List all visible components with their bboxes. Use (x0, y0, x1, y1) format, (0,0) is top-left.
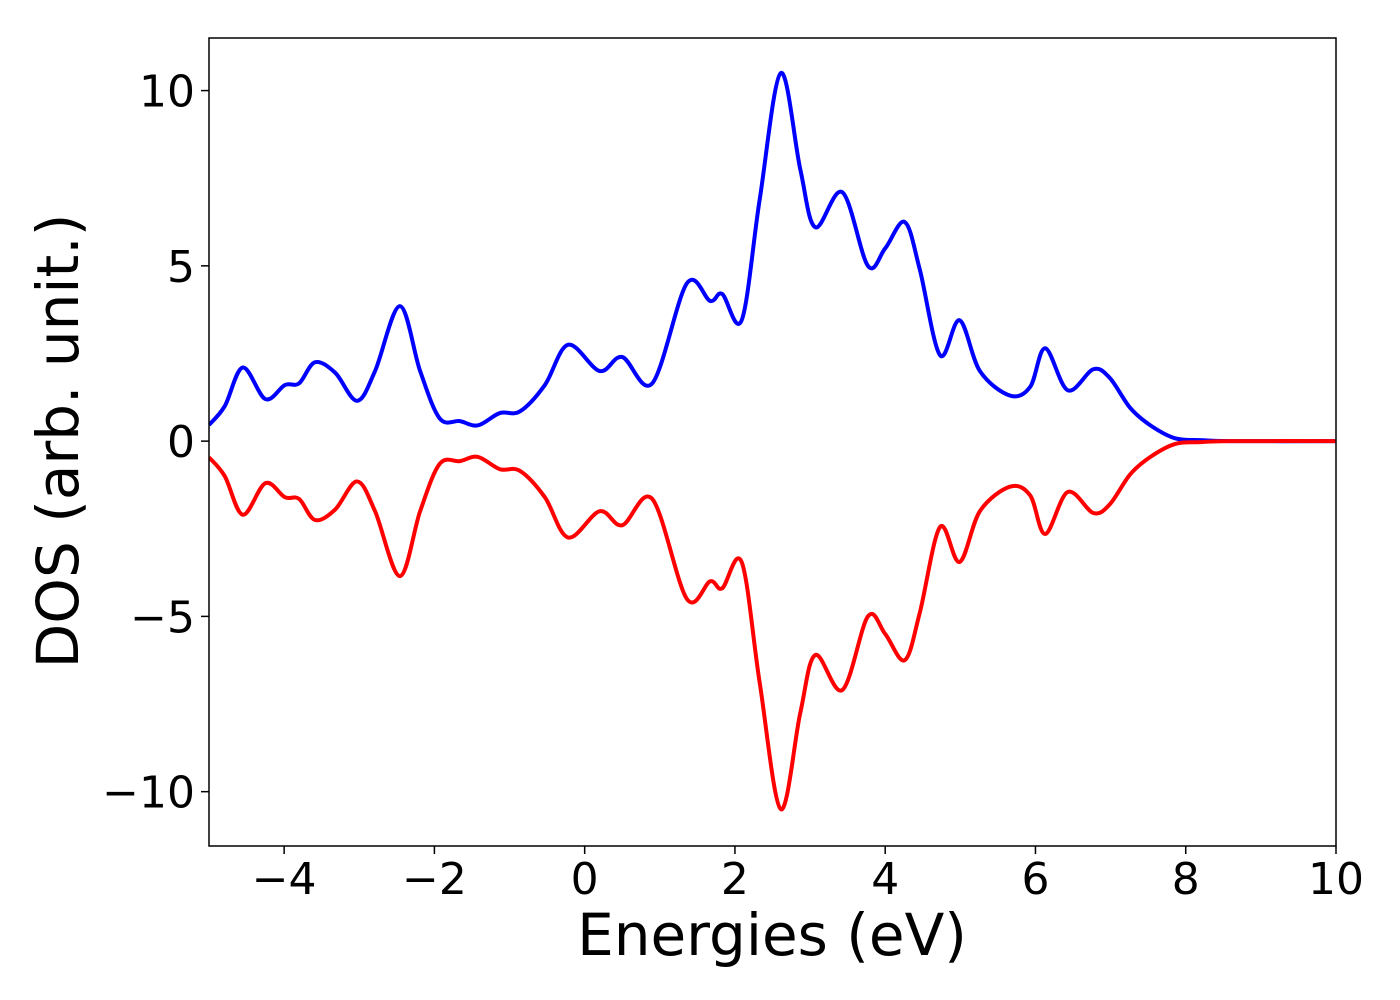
x-tick-label: 4 (871, 854, 899, 905)
y-tick-label: 0 (167, 417, 195, 468)
line (209, 439, 1336, 812)
y-tick-label: −5 (130, 592, 195, 643)
x-tick-label: 8 (1172, 854, 1200, 905)
x-tick-label: 10 (1308, 854, 1364, 905)
x-tick-label: 0 (571, 854, 599, 905)
x-tick-label: −4 (252, 854, 317, 905)
y-tick-label: −10 (102, 768, 195, 819)
y-tick-label: 10 (139, 67, 195, 118)
y-tick-label: 5 (167, 242, 195, 293)
x-axis-label: Energies (eV) (577, 901, 967, 969)
y-axis-label: DOS (arb. unit.) (24, 214, 92, 669)
line (209, 71, 1336, 444)
x-tick-label: −2 (402, 854, 467, 905)
x-tick-label: 6 (1021, 854, 1049, 905)
plot-frame (208, 37, 1337, 847)
x-tick-label: 2 (721, 854, 749, 905)
